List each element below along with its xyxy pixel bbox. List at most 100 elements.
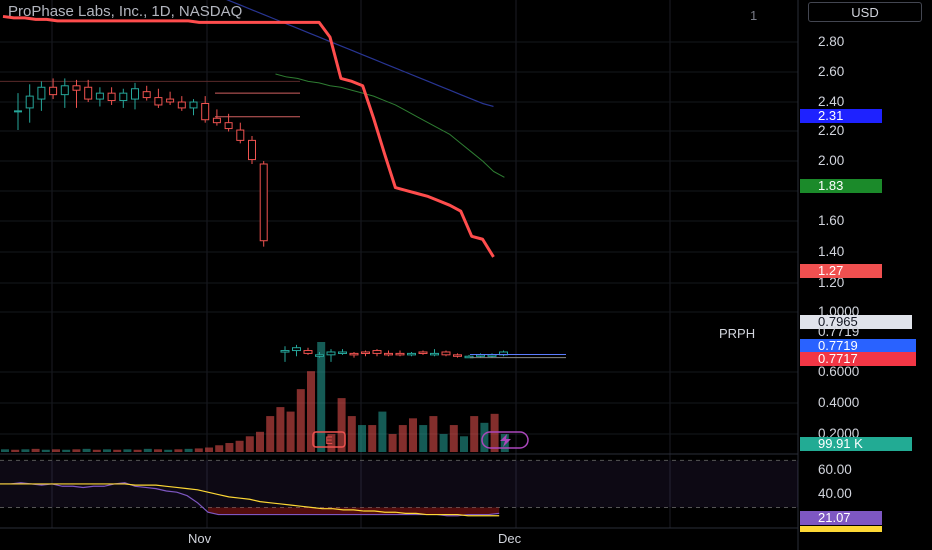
candle-body <box>212 117 221 124</box>
volume-bar <box>154 449 162 452</box>
compare-candle-body <box>326 351 336 356</box>
volume-bar <box>52 449 60 452</box>
volume-bar <box>194 448 203 452</box>
volume-badge: 99.91 K <box>800 437 912 451</box>
rsi-line <box>0 482 500 517</box>
price-tick: 2.20 <box>818 123 845 138</box>
volume-bar <box>266 416 275 452</box>
volume-bar <box>358 425 366 452</box>
x-label-dec: Dec <box>498 531 522 546</box>
rsi-band <box>0 460 798 508</box>
volume-bar <box>327 434 336 452</box>
compare-red-badge: 0.7717 <box>800 352 916 366</box>
compare-candle-body <box>407 352 416 356</box>
compare-candle-body <box>349 352 359 356</box>
layout-flag: 1 <box>750 8 758 23</box>
volume-bar <box>205 447 213 452</box>
compare-candle-body <box>430 352 439 356</box>
volume-bar <box>337 398 346 452</box>
volume-bar <box>41 449 50 452</box>
volume-bar <box>133 449 142 452</box>
candle-body <box>72 85 81 91</box>
candle-body <box>154 97 163 106</box>
compare-candle-body <box>441 351 451 356</box>
candle-body <box>131 88 139 100</box>
compare-candle-body <box>280 350 290 353</box>
volume-bar <box>123 449 132 452</box>
rsi-badge: 21.07 <box>800 511 882 525</box>
compare-last-label: 0.7719 <box>818 324 860 339</box>
volume-bar <box>256 431 264 452</box>
x-label-nov: Nov <box>188 531 212 546</box>
blue-ma-badge: 2.31 <box>800 109 882 123</box>
compare-candle-body <box>384 352 393 356</box>
price-tick: 2.00 <box>818 153 845 168</box>
candle-body <box>95 92 104 100</box>
compare-candle-body <box>315 354 324 357</box>
compare-candle-body <box>453 354 462 357</box>
event-marker <box>481 431 529 449</box>
compare-candle-body <box>361 351 370 354</box>
volume-bar <box>460 436 468 452</box>
compare-symbol-label: PRPH <box>719 326 756 341</box>
candle-body <box>248 139 256 161</box>
rsi-ma-badge <box>800 526 882 532</box>
volume-bar <box>92 449 101 452</box>
volume-bar <box>307 371 315 452</box>
volume-bar <box>398 425 407 452</box>
volume-bar <box>419 425 428 452</box>
green-ma-line <box>275 73 505 178</box>
candle-body <box>49 86 58 96</box>
candle-body <box>119 92 128 102</box>
candle-body <box>142 91 151 99</box>
volume-bar <box>235 440 244 452</box>
currency-button[interactable]: USD <box>808 2 922 22</box>
compare-candle-body <box>464 355 474 359</box>
volume-bar <box>490 413 499 452</box>
compare-high-badge: 0.7965 <box>800 315 912 329</box>
rsi-ma-line <box>0 483 500 517</box>
volume-bar <box>164 449 173 452</box>
volume-bar <box>11 449 20 452</box>
volume-bar <box>470 416 479 452</box>
volume-bar <box>1 449 9 452</box>
candle-body <box>224 122 233 130</box>
compare-candle-body <box>372 350 382 354</box>
volume-bar <box>72 449 81 452</box>
candle-body <box>37 86 46 100</box>
volume-bar <box>62 449 71 452</box>
candle-body <box>166 98 175 103</box>
green-ma-badge: 1.83 <box>800 179 882 193</box>
volume-bar <box>215 445 224 452</box>
candle-body <box>25 95 34 109</box>
compare-tick: 0.6000 <box>818 364 860 379</box>
last-price-badge: 1.27 <box>800 264 882 278</box>
volume-bar <box>184 448 193 452</box>
candle-body <box>236 129 245 141</box>
volume-bar <box>276 407 285 452</box>
candle-body <box>107 92 116 102</box>
compare-candle-body <box>418 351 428 354</box>
price-tick: 2.40 <box>818 94 845 109</box>
volume-bar <box>439 434 448 452</box>
chart-title: ProPhase Labs, Inc., 1D, NASDAQ <box>8 3 243 20</box>
candle-body <box>84 86 93 100</box>
volume-bar <box>143 448 152 452</box>
price-tick: 2.60 <box>818 64 845 79</box>
volume-bar <box>103 449 111 452</box>
price-tick: 2.80 <box>818 34 845 49</box>
price-tick: 1.60 <box>818 213 845 228</box>
candle-body <box>60 85 69 96</box>
volume-bar <box>347 416 356 452</box>
candle-body <box>259 163 268 242</box>
volume-bar <box>449 425 458 452</box>
volume-bar <box>286 411 295 452</box>
candle-body <box>189 101 198 109</box>
volume-bar <box>378 411 387 452</box>
compare-blue-badge: 0.7719 <box>800 339 916 353</box>
compare-tick: 0.4000 <box>818 395 860 410</box>
volume-bar <box>429 416 438 452</box>
rsi-oversold-fill <box>208 507 500 516</box>
earnings-marker-label: E <box>325 435 332 447</box>
